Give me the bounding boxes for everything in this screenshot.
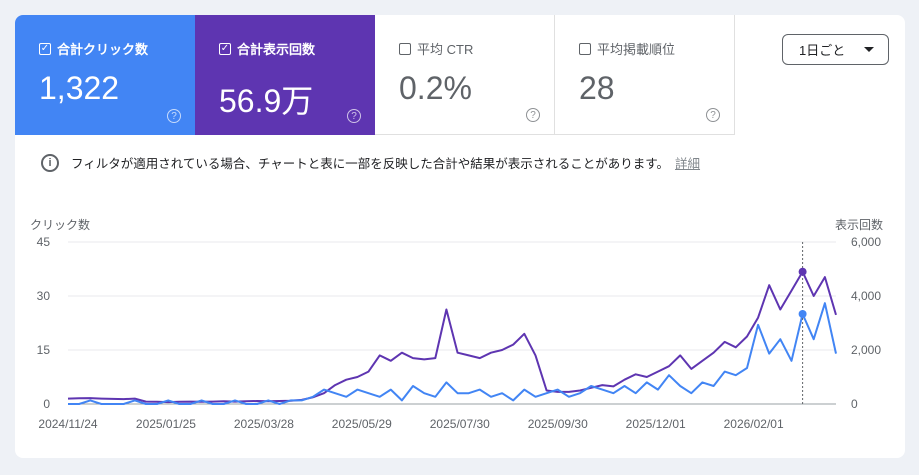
metric-card-position[interactable]: 平均掲載順位 28 ? <box>555 15 735 135</box>
help-icon[interactable]: ? <box>706 108 720 122</box>
left-tick-label: 15 <box>37 343 51 357</box>
checkbox-icon[interactable] <box>399 42 411 55</box>
metric-card-impressions[interactable]: ✓ 合計表示回数 56.9万 ? <box>195 15 375 135</box>
hover-point <box>798 267 807 276</box>
left-tick-label: 45 <box>37 235 51 249</box>
right-tick-label: 0 <box>851 397 858 411</box>
left-tick-label: 0 <box>43 397 50 411</box>
x-tick-label: 2026/02/01 <box>724 417 784 431</box>
metric-label: 平均 CTR <box>417 42 474 57</box>
caret-down-icon <box>864 47 874 52</box>
right-tick-label: 4,000 <box>851 289 881 303</box>
help-icon[interactable]: ? <box>347 109 361 123</box>
metric-value: 56.9万 <box>219 83 314 119</box>
metric-value: 28 <box>579 70 615 106</box>
metric-card-ctr[interactable]: 平均 CTR 0.2% ? <box>375 15 555 135</box>
right-axis-title: 表示回数 <box>835 217 883 232</box>
x-tick-label: 2025/05/29 <box>332 417 392 431</box>
metric-label: 合計クリック数 <box>57 42 149 57</box>
checkbox-checked-icon[interactable]: ✓ <box>219 42 231 55</box>
x-tick-label: 2025/12/01 <box>626 417 686 431</box>
help-icon[interactable]: ? <box>167 109 181 123</box>
checkbox-checked-icon[interactable]: ✓ <box>39 42 51 55</box>
details-link[interactable]: 詳細 <box>675 157 701 171</box>
metric-value: 0.2% <box>399 70 472 106</box>
x-tick-label: 2025/01/25 <box>136 417 196 431</box>
metric-value: 1,322 <box>39 70 120 106</box>
help-icon[interactable]: ? <box>526 108 540 122</box>
x-tick-label: 2025/09/30 <box>528 417 588 431</box>
right-tick-label: 2,000 <box>851 343 881 357</box>
clicks-line <box>68 302 837 405</box>
granularity-dropdown[interactable]: 1日ごと <box>782 34 889 65</box>
metric-label: 平均掲載順位 <box>597 42 676 57</box>
info-icon: i <box>41 153 59 172</box>
left-axis-title: クリック数 <box>30 217 90 232</box>
x-tick-label: 2024/11/24 <box>38 417 97 431</box>
checkbox-icon[interactable] <box>579 42 591 55</box>
impressions-line <box>67 270 837 404</box>
metric-label: 合計表示回数 <box>237 42 316 57</box>
granularity-value: 1日ごと <box>799 43 846 58</box>
left-tick-label: 30 <box>37 289 51 303</box>
notice-text: フィルタが適用されている場合、チャートと表に一部を反映した合計や結果が表示される… <box>71 157 670 171</box>
metric-card-clicks[interactable]: ✓ 合計クリック数 1,322 ? <box>15 15 195 135</box>
x-tick-label: 2025/03/28 <box>234 417 294 431</box>
x-tick-label: 2025/07/30 <box>430 417 490 431</box>
hover-point <box>798 310 807 318</box>
right-tick-label: 6,000 <box>851 235 881 249</box>
performance-panel: ✓ 合計クリック数 1,322 ? ✓ 合計表示回数 56.9万 ? 平均 CTR … <box>15 15 905 458</box>
filter-notice: i フィルタが適用されている場合、チャートと表に一部を反映した合計や結果が表示さ… <box>41 153 700 172</box>
